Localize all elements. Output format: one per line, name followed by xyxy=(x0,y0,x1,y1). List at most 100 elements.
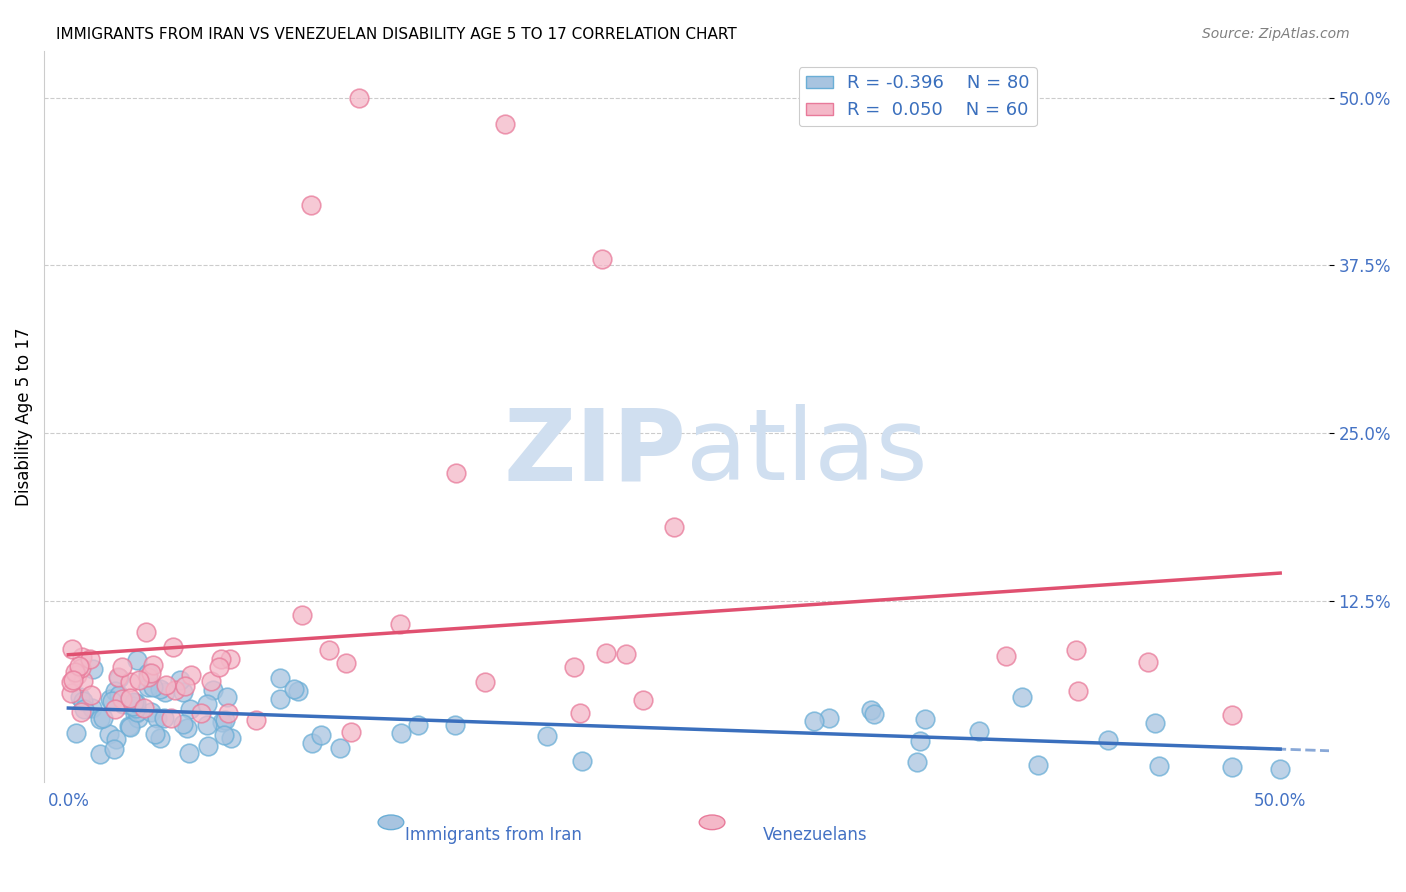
Point xyxy=(1147,759,1170,773)
Point xyxy=(860,702,883,716)
Point xyxy=(299,198,322,212)
Point xyxy=(209,651,232,665)
Point xyxy=(1097,733,1119,747)
Point xyxy=(562,660,585,674)
Point xyxy=(406,718,429,732)
Point xyxy=(118,675,141,690)
Point xyxy=(70,705,93,719)
Point xyxy=(474,675,496,690)
Point xyxy=(104,732,127,747)
Point xyxy=(172,717,194,731)
Point xyxy=(862,706,884,721)
Point xyxy=(91,711,114,725)
Point xyxy=(301,736,323,750)
Point xyxy=(107,670,129,684)
Point xyxy=(82,662,104,676)
Point xyxy=(152,711,174,725)
Point xyxy=(494,118,516,132)
Point xyxy=(124,707,146,722)
Point xyxy=(89,747,111,761)
Point xyxy=(72,694,94,708)
Point xyxy=(72,673,94,688)
Point xyxy=(1220,708,1243,723)
Point xyxy=(149,682,172,697)
Point xyxy=(127,711,149,725)
Point xyxy=(208,660,231,674)
Point xyxy=(291,608,314,623)
Point xyxy=(1220,760,1243,774)
Point xyxy=(195,697,218,711)
Point xyxy=(124,701,146,715)
Point xyxy=(111,692,134,706)
Point xyxy=(70,649,93,664)
Point xyxy=(149,731,172,745)
Text: atlas: atlas xyxy=(686,404,928,501)
Point xyxy=(111,697,134,711)
Point xyxy=(180,667,202,681)
Point xyxy=(309,728,332,742)
Point xyxy=(139,705,162,719)
Text: IMMIGRANTS FROM IRAN VS VENEZUELAN DISABILITY AGE 5 TO 17 CORRELATION CHART: IMMIGRANTS FROM IRAN VS VENEZUELAN DISAB… xyxy=(56,27,737,42)
Point xyxy=(108,671,131,685)
Point xyxy=(155,677,177,691)
Text: Source: ZipAtlas.com: Source: ZipAtlas.com xyxy=(1202,27,1350,41)
Point xyxy=(329,740,352,755)
Point xyxy=(79,652,101,666)
Point xyxy=(211,714,233,729)
Point xyxy=(125,706,148,720)
Point xyxy=(118,720,141,734)
Point xyxy=(318,643,340,657)
Point xyxy=(103,742,125,756)
Point xyxy=(169,673,191,688)
Point xyxy=(155,684,177,698)
Point xyxy=(994,648,1017,663)
Y-axis label: Disability Age 5 to 17: Disability Age 5 to 17 xyxy=(15,327,32,506)
Point xyxy=(62,673,84,688)
Point xyxy=(287,684,309,698)
Point xyxy=(389,726,412,740)
Point xyxy=(65,668,87,682)
Point xyxy=(190,706,212,720)
Point xyxy=(138,670,160,684)
Point xyxy=(215,690,238,705)
Point xyxy=(59,686,82,700)
Point xyxy=(69,690,91,704)
Point xyxy=(444,467,467,481)
Point xyxy=(174,680,197,694)
Point xyxy=(633,692,655,706)
Point xyxy=(80,689,103,703)
Point xyxy=(127,653,149,667)
Point xyxy=(111,660,134,674)
Point xyxy=(269,671,291,685)
Point xyxy=(118,719,141,733)
Point xyxy=(536,729,558,743)
Point xyxy=(219,652,242,666)
Point xyxy=(146,711,169,725)
Text: ZIP: ZIP xyxy=(503,404,686,501)
Point xyxy=(340,725,363,739)
Point xyxy=(195,717,218,731)
Point xyxy=(60,674,83,689)
Point xyxy=(444,717,467,731)
Point xyxy=(89,712,111,726)
Point xyxy=(136,665,159,680)
Point xyxy=(160,711,183,725)
Point xyxy=(905,755,928,769)
Point xyxy=(568,706,591,720)
Point xyxy=(143,727,166,741)
Point xyxy=(200,674,222,689)
Point xyxy=(1270,762,1292,776)
Text: Immigrants from Iran: Immigrants from Iran xyxy=(405,826,582,844)
Point xyxy=(108,688,131,702)
Circle shape xyxy=(699,815,725,830)
Point xyxy=(142,657,165,672)
Point xyxy=(389,617,412,632)
Point xyxy=(67,659,90,673)
Point xyxy=(70,660,93,674)
Point xyxy=(595,646,617,660)
Point xyxy=(122,695,145,709)
Point xyxy=(217,706,239,720)
Point xyxy=(125,697,148,711)
Point xyxy=(103,701,125,715)
Point xyxy=(63,665,86,679)
